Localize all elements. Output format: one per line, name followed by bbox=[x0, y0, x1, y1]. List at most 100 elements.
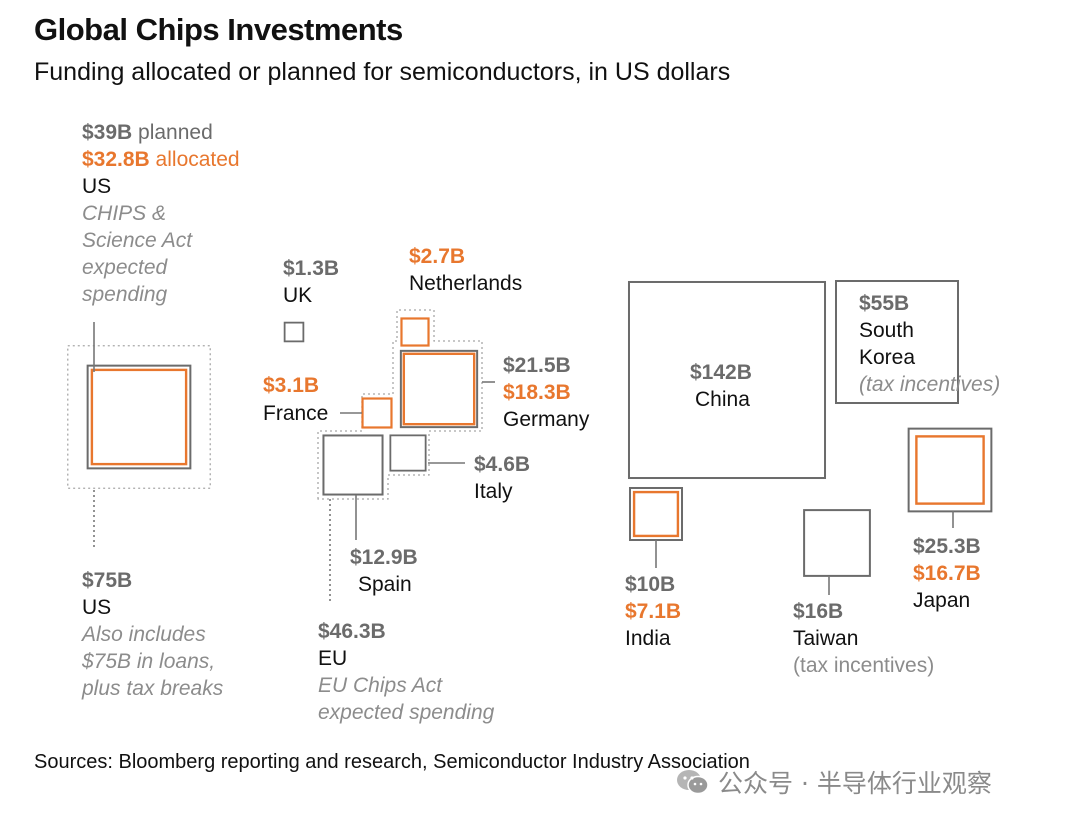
us-total-label: $75B bbox=[82, 569, 132, 592]
netherlands-square bbox=[400, 317, 430, 347]
us-planned-square bbox=[86, 364, 192, 470]
india-planned-label-part-0: $10B bbox=[625, 573, 675, 596]
france-country-label-part-0: France bbox=[263, 402, 328, 425]
south-korea-value-label-part-0: $55B bbox=[859, 292, 909, 315]
netherlands-value-label: $2.7B bbox=[409, 245, 465, 268]
spain-square bbox=[322, 434, 384, 496]
india-allocated-square bbox=[632, 490, 680, 538]
us-total-note-1-part-0: $75B in loans, bbox=[81, 650, 215, 673]
us-total-note-0-part-0: Also includes bbox=[80, 623, 206, 646]
source-note: Sources: Bloomberg reporting and researc… bbox=[34, 751, 750, 773]
italy-country-label-part-0: Italy bbox=[474, 480, 513, 503]
eu-note-0-part-0: EU Chips Act bbox=[318, 674, 443, 697]
germany-country-label-part-0: Germany bbox=[503, 408, 590, 431]
us-chips-note-0-part-0: CHIPS & bbox=[82, 202, 166, 225]
netherlands-country-label-part-0: Netherlands bbox=[409, 272, 522, 295]
spain-value-label: $12.9B bbox=[350, 546, 418, 569]
us-total-label-part-0: $75B bbox=[82, 569, 132, 592]
us-chips-note-3-part-0: spending bbox=[82, 283, 168, 306]
us-total-country-label-part-0: US bbox=[82, 596, 111, 619]
india-allocated-label-part-0: $7.1B bbox=[625, 600, 681, 623]
spain-country-label: Spain bbox=[358, 573, 412, 596]
us-chips-note-2: expected bbox=[82, 256, 169, 279]
us-planned-label-part-0: $39B bbox=[82, 121, 132, 144]
eu-note-0: EU Chips Act bbox=[318, 674, 443, 697]
us-total-note-1: $75B in loans, bbox=[81, 650, 215, 673]
south-korea-value-label: $55B bbox=[859, 292, 909, 315]
us-chips-note-1: Science Act bbox=[82, 229, 193, 252]
us-total-note-2: plus tax breaks bbox=[81, 677, 224, 700]
south-korea-note-part-0: (tax incentives) bbox=[859, 373, 1000, 396]
us-allocated-label: $32.8B allocated bbox=[82, 148, 240, 171]
japan-allocated-label: $16.7B bbox=[913, 562, 981, 585]
france-country-label: France bbox=[263, 402, 328, 425]
us-chips-note-0: CHIPS & bbox=[82, 202, 166, 225]
italy-square bbox=[389, 434, 427, 472]
france-value-label-part-0: $3.1B bbox=[263, 374, 319, 397]
taiwan-value-label-part-0: $16B bbox=[793, 600, 843, 623]
taiwan-note-part-0: (tax incentives) bbox=[793, 654, 934, 677]
japan-planned-square bbox=[907, 427, 993, 513]
us-planned-label: $39B planned bbox=[82, 121, 213, 144]
taiwan-country-label-part-0: Taiwan bbox=[793, 627, 858, 650]
japan-planned-label: $25.3B bbox=[913, 535, 981, 558]
south-korea-country-label-0-part-0: South bbox=[859, 319, 914, 342]
india-country-label: India bbox=[625, 627, 671, 650]
eu-country-label-part-0: EU bbox=[318, 647, 347, 670]
japan-country-label: Japan bbox=[913, 589, 970, 612]
germany-allocated-label-part-0: $18.3B bbox=[503, 381, 571, 404]
taiwan-value-label: $16B bbox=[793, 600, 843, 623]
us-total-note-0: Also includes bbox=[80, 623, 206, 646]
south-korea-country-label-1-part-0: Korea bbox=[859, 346, 915, 369]
us-country-label: US bbox=[82, 175, 111, 198]
south-korea-country-label-1: Korea bbox=[859, 346, 915, 369]
germany-planned-label-part-0: $21.5B bbox=[503, 354, 571, 377]
japan-allocated-square bbox=[915, 435, 985, 505]
spain-country-label-part-0: Spain bbox=[358, 573, 412, 596]
japan-planned-label-part-0: $25.3B bbox=[913, 535, 981, 558]
japan-country-label-part-0: Japan bbox=[913, 589, 970, 612]
us-total-country-label: US bbox=[82, 596, 111, 619]
watermark-text: 公众号 · 半导体行业观察 bbox=[718, 769, 992, 798]
france-square bbox=[361, 397, 393, 429]
wechat-icon bbox=[677, 770, 709, 795]
south-korea-note: (tax incentives) bbox=[859, 373, 1000, 396]
uk-square bbox=[283, 321, 305, 343]
us-allocated-label-part-0: $32.8B bbox=[82, 148, 150, 171]
uk-country-label-part-0: UK bbox=[283, 284, 312, 307]
us-allocated-square bbox=[90, 368, 188, 466]
us-total-square bbox=[67, 345, 211, 489]
india-allocated-label: $7.1B bbox=[625, 600, 681, 623]
germany-planned-square bbox=[399, 349, 479, 429]
eu-value-label: $46.3B bbox=[318, 620, 386, 643]
netherlands-value-label-part-0: $2.7B bbox=[409, 245, 465, 268]
netherlands-country-label: Netherlands bbox=[409, 272, 522, 295]
italy-value-label: $4.6B bbox=[474, 453, 530, 476]
us-allocated-label-part-1: allocated bbox=[150, 148, 240, 171]
france-value-label: $3.1B bbox=[263, 374, 319, 397]
india-planned-square bbox=[628, 486, 684, 542]
taiwan-note: (tax incentives) bbox=[793, 654, 934, 677]
italy-value-label-part-0: $4.6B bbox=[474, 453, 530, 476]
china-country-label-part-0: China bbox=[695, 388, 750, 411]
us-country-label-part-0: US bbox=[82, 175, 111, 198]
eu-country-label: EU bbox=[318, 647, 347, 670]
china-value-label: $142B bbox=[690, 361, 752, 384]
us-planned-label-part-1: planned bbox=[132, 121, 213, 144]
germany-country-label: Germany bbox=[503, 408, 590, 431]
uk-value-label-part-0: $1.3B bbox=[283, 257, 339, 280]
uk-country-label: UK bbox=[283, 284, 312, 307]
eu-value-label-part-0: $46.3B bbox=[318, 620, 386, 643]
china-square bbox=[627, 280, 827, 480]
taiwan-country-label: Taiwan bbox=[793, 627, 858, 650]
china-country-label: China bbox=[695, 388, 750, 411]
japan-allocated-label-part-0: $16.7B bbox=[913, 562, 981, 585]
italy-country-label: Italy bbox=[474, 480, 513, 503]
china-value-label-part-0: $142B bbox=[690, 361, 752, 384]
eu-note-1-part-0: expected spending bbox=[318, 701, 495, 724]
us-total-note-2-part-0: plus tax breaks bbox=[81, 677, 224, 700]
uk-value-label: $1.3B bbox=[283, 257, 339, 280]
watermark: 公众号 · 半导体行业观察 bbox=[676, 764, 992, 800]
chart-subtitle: Funding allocated or planned for semicon… bbox=[34, 58, 731, 86]
